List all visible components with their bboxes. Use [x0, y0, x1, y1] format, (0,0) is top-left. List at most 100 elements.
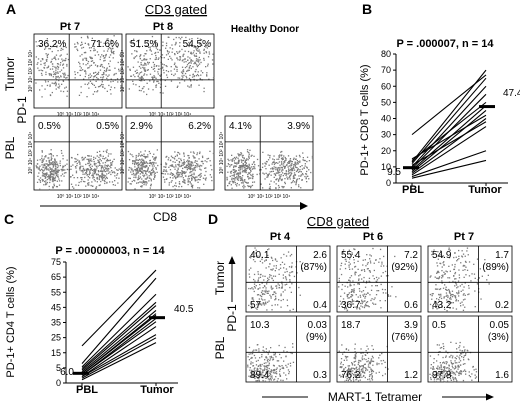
event-dot	[354, 271, 356, 273]
event-dot	[193, 63, 195, 65]
event-dot	[193, 157, 195, 159]
event-dot	[254, 247, 256, 249]
event-dot	[149, 80, 151, 82]
event-dot	[137, 172, 139, 174]
event-dot	[448, 356, 451, 358]
event-dot	[435, 288, 438, 290]
event-dot	[155, 85, 157, 87]
event-dot	[174, 158, 176, 160]
event-dot	[49, 173, 52, 175]
event-dot	[461, 370, 463, 373]
event-dot	[445, 350, 447, 352]
event-dot	[86, 171, 88, 173]
event-dot	[443, 348, 445, 350]
event-dot	[75, 184, 77, 186]
event-dot	[351, 303, 353, 305]
event-dot	[155, 77, 157, 79]
event-dot	[257, 294, 260, 296]
event-dot	[191, 76, 194, 78]
event-dot	[358, 367, 360, 370]
event-dot	[352, 378, 355, 380]
event-dot	[56, 186, 58, 188]
event-dot	[41, 159, 43, 161]
event-dot	[269, 372, 271, 375]
event-dot	[113, 158, 115, 160]
event-dot	[195, 55, 198, 57]
event-dot	[438, 373, 440, 376]
event-dot	[274, 259, 277, 261]
event-dot	[451, 372, 453, 374]
event-dot	[437, 251, 439, 253]
event-dot	[361, 358, 364, 361]
event-dot	[162, 66, 164, 68]
x-axis-label-cd8: CD8	[153, 210, 177, 224]
event-dot	[473, 369, 475, 371]
event-dot	[257, 255, 259, 257]
event-dot	[272, 161, 274, 164]
event-dot	[359, 366, 361, 368]
event-dot	[276, 260, 278, 262]
event-dot	[132, 74, 135, 76]
event-dot	[340, 295, 342, 297]
event-dot	[442, 362, 444, 364]
event-dot	[140, 161, 142, 164]
event-dot	[95, 80, 97, 82]
event-dot	[260, 295, 262, 298]
event-dots	[248, 247, 303, 312]
event-dot	[135, 170, 137, 172]
event-dot	[141, 182, 144, 184]
event-dot	[311, 155, 314, 158]
panel-a: A CD3 gated Pt 7 Pt 8 Healthy Donor Tumo…	[3, 1, 314, 224]
event-dot	[370, 358, 373, 360]
event-dot	[350, 291, 352, 293]
event-dot	[99, 56, 102, 58]
event-dot	[76, 164, 78, 167]
event-dot	[98, 85, 101, 88]
event-dot	[444, 308, 446, 310]
event-dot	[103, 175, 106, 177]
event-dot	[103, 170, 105, 172]
event-dot	[361, 302, 363, 305]
event-dot	[178, 36, 180, 39]
event-dot	[36, 166, 38, 168]
event-dot	[241, 159, 243, 162]
event-dot	[183, 153, 185, 155]
event-dot	[438, 294, 440, 296]
event-dot	[146, 170, 148, 172]
patient-label-pt7: Pt 7	[60, 21, 80, 33]
event-dot	[247, 356, 249, 358]
event-dot	[278, 158, 280, 160]
event-dot	[250, 267, 252, 269]
event-dot	[351, 301, 353, 303]
event-dot	[83, 169, 86, 171]
event-dot	[274, 352, 276, 354]
event-dot	[198, 49, 200, 51]
event-dot	[284, 161, 286, 163]
event-dot	[342, 251, 344, 253]
event-dot	[263, 350, 265, 352]
event-dot	[107, 170, 109, 172]
event-dot	[354, 355, 357, 357]
event-dot	[465, 353, 467, 355]
event-dot	[359, 379, 361, 381]
event-dot	[153, 171, 155, 173]
event-dot	[293, 167, 295, 170]
event-dot	[467, 293, 469, 296]
event-dot	[54, 176, 57, 178]
event-dot	[207, 65, 209, 67]
event-dot	[464, 306, 466, 308]
event-dot	[462, 356, 465, 359]
event-dot	[445, 295, 447, 297]
event-dot	[271, 170, 273, 173]
event-dot	[49, 85, 51, 87]
event-dot	[57, 50, 59, 52]
event-dot	[278, 269, 280, 271]
event-dot	[371, 369, 373, 371]
event-dot	[144, 182, 146, 184]
event-dot	[458, 274, 460, 276]
quadrant-value: 1.6	[495, 370, 509, 381]
event-dot	[436, 302, 438, 304]
event-dot	[44, 180, 46, 183]
event-dot	[439, 347, 442, 349]
